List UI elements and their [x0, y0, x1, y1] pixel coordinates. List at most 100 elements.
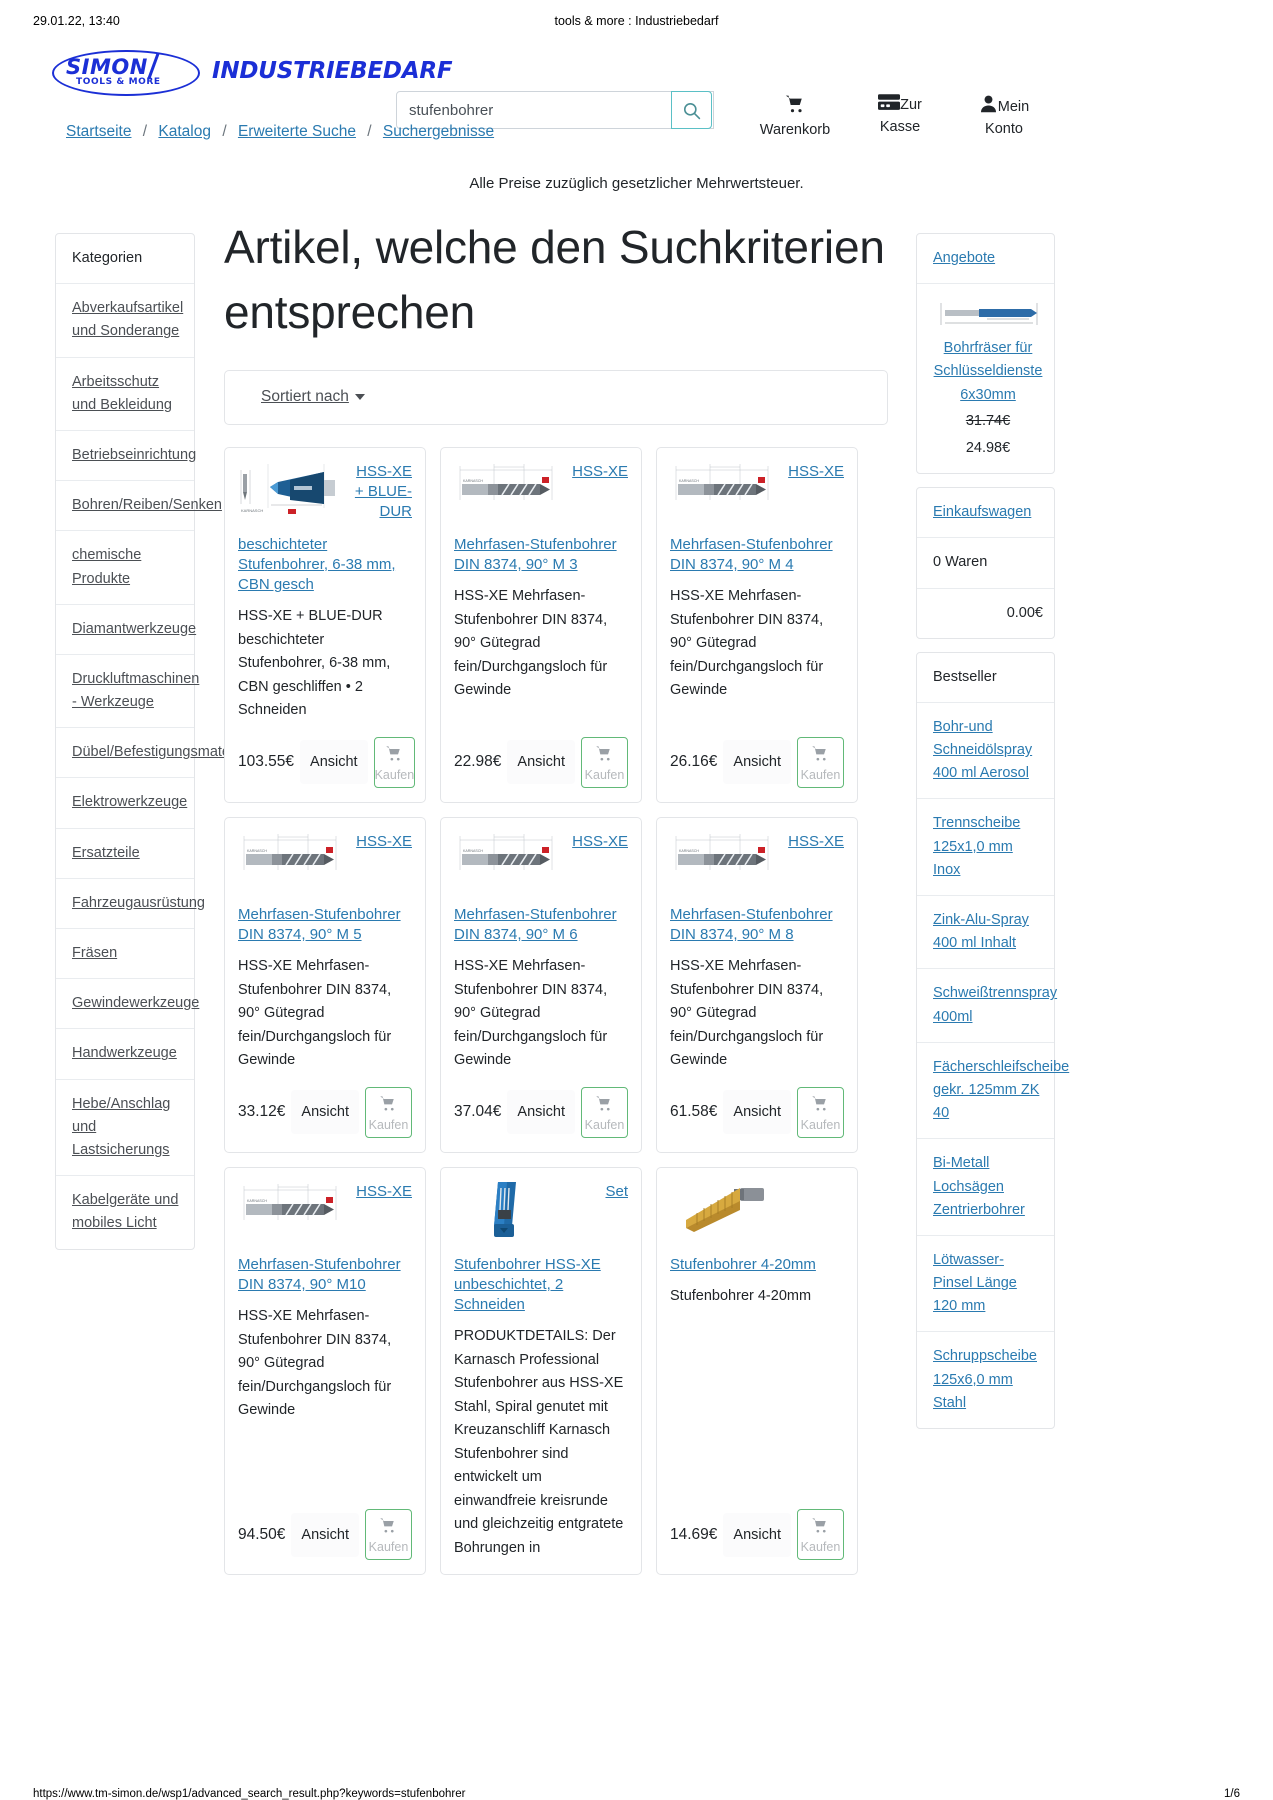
bestseller-item[interactable]: Zink-Alu-Spray 400 ml Inhalt [917, 896, 1054, 970]
category-link[interactable]: Bohren/Reiben/Senken [72, 497, 222, 514]
buy-button[interactable]: Kaufen [580, 736, 628, 788]
buy-button[interactable]: Kaufen [373, 736, 416, 788]
category-item[interactable]: Diamantwerkzeuge [56, 605, 197, 655]
category-link[interactable]: Fahrzeugausrüstung [72, 894, 205, 911]
bestseller-link[interactable]: Lötwasser-Pinsel Länge 120 mm [933, 1251, 1017, 1315]
offers-title-link[interactable]: Angebote [933, 250, 996, 266]
product-badge[interactable]: HSS-XE [356, 832, 412, 850]
bestseller-item[interactable]: Schweißtrennspray 400ml [917, 969, 1058, 1043]
category-item[interactable]: Gewindewerkzeuge [56, 979, 199, 1030]
bestseller-item[interactable]: Lötwasser-Pinsel Länge 120 mm [917, 1236, 1054, 1333]
site-logo[interactable]: SIMON TOOLS & MORE INDUSTRIEBEDARF [52, 46, 453, 102]
category-item[interactable]: Fräsen [56, 929, 194, 980]
category-item[interactable]: Elektrowerkzeuge [56, 778, 194, 829]
view-product-button[interactable]: Ansicht [723, 1512, 791, 1557]
product-card[interactable]: KARNASCH HSS-XE Mehrfasen-Stufenbohrer DIN… [656, 816, 858, 1153]
product-card[interactable]: KARNASCH HSS-XE Mehrfasen-Stufenbohrer DIN… [656, 446, 858, 803]
product-title[interactable]: Stufenbohrer 4-20mm [670, 1255, 816, 1273]
category-link[interactable]: Kabelgeräte und mobiles Licht [72, 1192, 179, 1232]
product-title[interactable]: Mehrfasen-Stufenbohrer DIN 8374, 90° M10 [238, 1255, 401, 1293]
buy-button[interactable]: Kaufen [364, 1509, 412, 1561]
breadcrumb-item-home[interactable]: Startseite [66, 123, 132, 140]
category-link[interactable]: Gewindewerkzeuge [72, 995, 200, 1012]
product-badge[interactable]: HSS-XE [572, 832, 628, 850]
category-link[interactable]: Abverkaufsartikel und Sonderange [72, 300, 184, 340]
product-title[interactable]: Mehrfasen-Stufenbohrer DIN 8374, 90° M 8 [670, 905, 833, 944]
bestseller-link[interactable]: Trennscheibe 125x1,0 mm Inox [933, 815, 1021, 878]
product-title[interactable]: Stufenbohrer HSS-XE unbeschichtet, 2 Sch… [454, 1255, 601, 1314]
category-item[interactable]: Bohren/Reiben/Senken [56, 481, 222, 532]
buy-button[interactable]: Kaufen [580, 1086, 628, 1138]
bestseller-link[interactable]: Zink-Alu-Spray 400 ml Inhalt [933, 912, 1029, 952]
product-card[interactable]: KARNASCH HSS-XE Mehrfasen-Stufenbohrer DIN… [440, 446, 642, 803]
breadcrumb-item-catalog[interactable]: Katalog [158, 123, 211, 140]
product-title[interactable]: beschichteter Stufenbohrer, 6-38 mm, CBN… [238, 535, 396, 594]
product-card[interactable]: KARNASCH HSS-XE + BLUE-DUR beschichteter S… [224, 446, 426, 803]
bestseller-link[interactable]: Bohr-und Schneidölspray 400 ml Aerosol [933, 718, 1033, 782]
product-card[interactable]: KARNASCH HSS-XE Mehrfasen-Stufenbohrer DIN… [224, 816, 426, 1153]
buy-button[interactable]: Kaufen [796, 736, 844, 788]
category-link[interactable]: Dübel/Befestigungsmaterial [72, 744, 250, 761]
product-card[interactable]: Stufenbohrer 4-20mm Stufenbohrer 4-20mm 14… [656, 1166, 858, 1576]
product-badge[interactable]: HSS-XE [356, 1182, 412, 1200]
category-item[interactable]: Fahrzeugausrüstung [56, 879, 205, 929]
category-item[interactable]: Kabelgeräte und mobiles Licht [56, 1176, 194, 1248]
product-title[interactable]: Mehrfasen-Stufenbohrer DIN 8374, 90° M 6 [454, 905, 617, 944]
bestseller-link[interactable]: Schweißtrennspray 400ml [933, 985, 1058, 1025]
offer-item[interactable]: Bohrfräser für Schlüsseldienste 6x30mm 3… [917, 284, 1054, 473]
product-badge[interactable]: HSS-XE [572, 462, 628, 480]
bestseller-link[interactable]: Bi-Metall Lochsägen Zentrierbohrer [933, 1155, 1025, 1218]
bestseller-item[interactable]: Bi-Metall Lochsägen Zentrierbohrer [917, 1139, 1054, 1236]
buy-button[interactable]: Kaufen [364, 1086, 412, 1138]
product-badge[interactable]: HSS-XE [788, 832, 844, 850]
category-link[interactable]: chemische Produkte [72, 547, 142, 587]
sort-dropdown[interactable]: Sortiert nach [261, 388, 349, 406]
category-link[interactable]: Fräsen [72, 945, 118, 961]
product-card[interactable]: Set Stufenbohrer HSS-XE unbeschichtet, 2 … [440, 1166, 642, 1576]
category-link[interactable]: Diamantwerkzeuge [72, 620, 197, 637]
category-link[interactable]: Handwerkzeuge [72, 1045, 177, 1062]
cart-title-link[interactable]: Einkaufswagen [933, 504, 1032, 521]
view-product-button[interactable]: Ansicht [291, 1090, 359, 1135]
category-item[interactable]: Druckluftmaschinen - Werkzeuge [56, 655, 199, 729]
product-badge[interactable]: HSS-XE + BLUE-DUR [354, 462, 412, 520]
product-badge[interactable]: HSS-XE [788, 462, 844, 480]
bestseller-item[interactable]: Fächerschleifscheibe gekr. 125mm ZK 40 [917, 1043, 1069, 1140]
breadcrumb-item-advanced-search[interactable]: Erweiterte Suche [237, 123, 356, 140]
bestseller-link[interactable]: Schruppscheibe 125x6,0 mm Stahl [933, 1348, 1037, 1411]
product-title[interactable]: Mehrfasen-Stufenbohrer DIN 8374, 90° M 4 [670, 535, 833, 573]
bestseller-link[interactable]: Fächerschleifscheibe gekr. 125mm ZK 40 [933, 1058, 1070, 1122]
search-input[interactable]: stufenbohrer [396, 91, 714, 129]
category-link[interactable]: Elektrowerkzeuge [72, 794, 188, 811]
breadcrumb-item-results[interactable]: Suchergebnisse [382, 123, 495, 140]
view-product-button[interactable]: Ansicht [723, 740, 791, 785]
category-link[interactable]: Druckluftmaschinen - Werkzeuge [72, 670, 200, 711]
product-title[interactable]: Mehrfasen-Stufenbohrer DIN 8374, 90° M 5 [238, 905, 401, 944]
search-button[interactable] [671, 91, 712, 129]
buy-button[interactable]: Kaufen [796, 1086, 844, 1138]
bestseller-item[interactable]: Bohr-und Schneidölspray 400 ml Aerosol [917, 703, 1054, 800]
category-link[interactable]: Arbeitsschutz und Bekleidung [72, 373, 172, 413]
product-title[interactable]: Mehrfasen-Stufenbohrer DIN 8374, 90° M 3 [454, 535, 617, 573]
product-card[interactable]: KARNASCH HSS-XE Mehrfasen-Stufenbohrer DIN… [440, 816, 642, 1153]
checkout-link[interactable]: Zur Kasse [850, 94, 950, 137]
category-item[interactable]: Abverkaufsartikel und Sonderange [56, 284, 194, 358]
category-item[interactable]: Arbeitsschutz und Bekleidung [56, 358, 194, 431]
account-link[interactable]: Mein Konto [952, 94, 1056, 139]
category-link[interactable]: Hebe/Anschlag und Lastsicherungs [72, 1095, 171, 1158]
bestseller-item[interactable]: Trennscheibe 125x1,0 mm Inox [917, 799, 1054, 896]
product-badge[interactable]: Set [605, 1182, 628, 1200]
bestseller-item[interactable]: Schruppscheibe 125x6,0 mm Stahl [917, 1332, 1054, 1428]
category-item[interactable]: Ersatzteile [56, 829, 194, 879]
category-item[interactable]: Handwerkzeuge [56, 1029, 194, 1080]
view-product-button[interactable]: Ansicht [507, 1090, 575, 1135]
category-item[interactable]: Dübel/Befestigungsmaterial [56, 728, 249, 779]
cart-link[interactable]: Warenkorb [742, 94, 848, 140]
category-item[interactable]: chemische Produkte [56, 531, 194, 605]
category-item[interactable]: Betriebseinrichtung [56, 431, 196, 482]
view-product-button[interactable]: Ansicht [291, 1512, 359, 1557]
view-product-button[interactable]: Ansicht [507, 740, 575, 785]
view-product-button[interactable]: Ansicht [300, 740, 368, 785]
view-product-button[interactable]: Ansicht [723, 1090, 791, 1135]
product-card[interactable]: KARNASCH HSS-XE Mehrfasen-Stufenbohrer DIN… [224, 1166, 426, 1576]
